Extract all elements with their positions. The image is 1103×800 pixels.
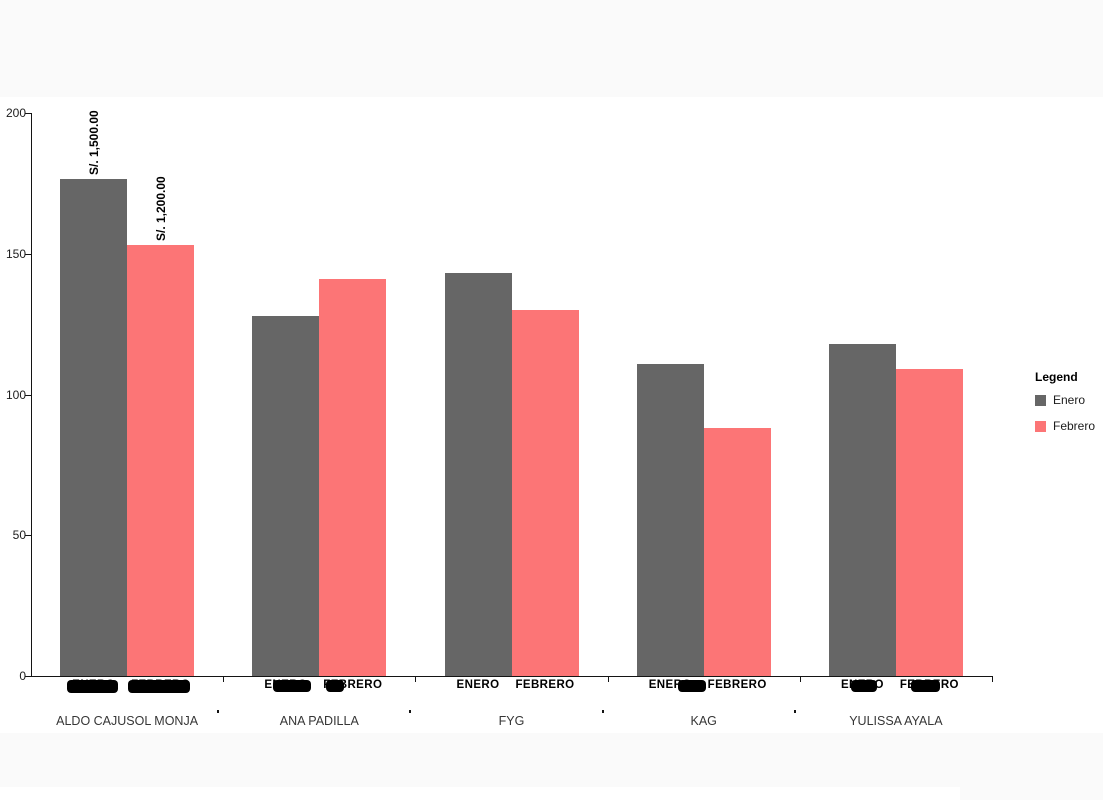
redaction-mark [67, 680, 118, 693]
bar[interactable] [703, 428, 771, 676]
category-label: YULISSA AYALA [849, 714, 943, 728]
category-label: FYG [498, 714, 525, 728]
bar-label: FEBRERO [707, 679, 767, 691]
legend-item[interactable]: Enero [1035, 393, 1095, 407]
x-axis-boundary-tick [992, 676, 993, 682]
category-divider-dot [409, 710, 412, 713]
legend-item[interactable]: Febrero [1035, 419, 1095, 433]
y-axis-label: 100 [5, 387, 26, 402]
bar[interactable] [636, 363, 704, 676]
bar[interactable] [444, 273, 512, 676]
redaction-mark [273, 680, 311, 692]
bar-value-label: S/. 1,200.00 [153, 176, 168, 242]
bar[interactable] [895, 369, 963, 676]
category-divider-dot [793, 710, 796, 713]
bar[interactable] [511, 310, 579, 676]
x-axis-boundary-tick [415, 676, 417, 682]
y-axis-tick [25, 676, 31, 677]
legend-title: Legend [1035, 370, 1078, 384]
bar[interactable] [319, 279, 387, 676]
x-axis [31, 676, 992, 677]
legend: Legend Enero Febrero [1035, 370, 1095, 445]
y-axis-tick [25, 113, 31, 114]
category-divider-dot [217, 710, 220, 713]
y-axis-label: 0 [19, 669, 26, 683]
category-label: ANA PADILLA [279, 714, 359, 728]
legend-swatch [1035, 420, 1046, 432]
y-axis-tick [25, 535, 31, 537]
redaction-mark [128, 680, 190, 693]
legend-items: Enero Febrero [1035, 393, 1095, 433]
bar[interactable] [828, 343, 896, 676]
category-divider-dot [601, 710, 604, 713]
y-axis [31, 113, 32, 676]
y-axis-label: 150 [5, 246, 26, 261]
bottom-strip [0, 787, 960, 800]
y-axis-label: 50 [12, 528, 26, 543]
legend-item-label: Enero [1053, 393, 1086, 407]
bar[interactable] [127, 245, 195, 676]
legend-item-label: Febrero [1053, 419, 1096, 433]
x-axis-boundary-tick [607, 676, 609, 682]
y-axis-tick [25, 253, 31, 255]
redaction-mark [678, 680, 706, 692]
redaction-mark [326, 680, 344, 692]
bar-value-label: S/. 1,500.00 [86, 110, 101, 176]
bar[interactable] [60, 179, 128, 676]
category-label: ALDO CAJUSOL MONJA [56, 714, 199, 728]
x-axis-boundary-tick [799, 676, 801, 682]
bar[interactable] [252, 315, 320, 676]
y-axis-tick [25, 394, 31, 396]
bar-label: ENERO [456, 679, 500, 691]
category-label: KAG [690, 714, 717, 728]
y-axis-label: 200 [5, 106, 26, 120]
x-axis-boundary-tick [223, 676, 225, 682]
redaction-mark [911, 680, 940, 692]
legend-swatch [1035, 394, 1046, 406]
bar-label: FEBRERO [515, 679, 575, 691]
redaction-mark [851, 680, 877, 692]
